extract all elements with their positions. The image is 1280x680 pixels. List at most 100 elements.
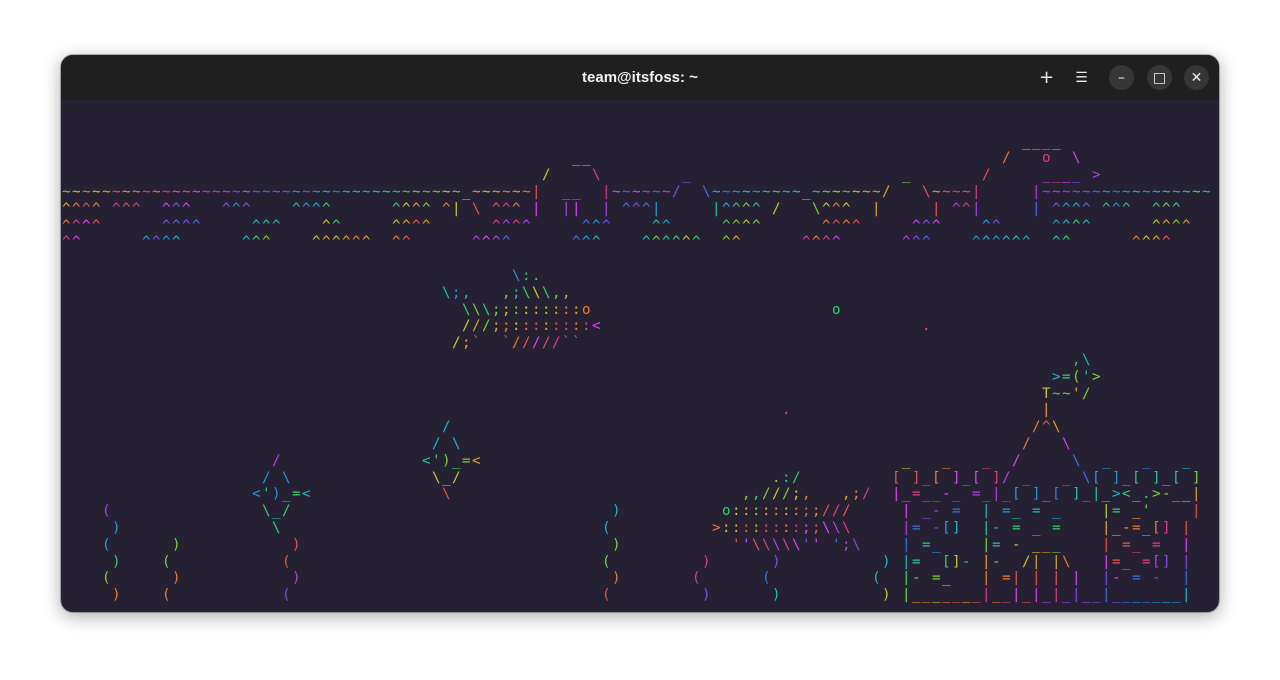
fish-big: .:/ ,,///;, ,;/ o:::::::;;///>::::::::;;… xyxy=(712,470,872,554)
art-line: /^\ xyxy=(1032,419,1062,436)
art-line: \_/ xyxy=(262,503,292,520)
art-line: \ xyxy=(272,519,282,536)
art-line: ) xyxy=(292,536,302,553)
art-line: ____ xyxy=(1022,133,1062,150)
art-line: ,,///;, ,;/ xyxy=(742,486,872,503)
art-line: ( xyxy=(102,536,112,553)
fish-green: / / \ <')_=< \_/ \ xyxy=(252,453,312,537)
art-line: \_/ xyxy=(432,469,462,486)
fish-blue: / / \ <')_=< \_/ \ xyxy=(422,419,482,503)
menu-button[interactable]: ☰ xyxy=(1069,65,1094,90)
close-button[interactable]: ✕ xyxy=(1184,65,1209,90)
castle: T~~ | /^\ / \ _ _ _ / \ _ _ _[ ]_[ ]_[ ]… xyxy=(892,386,1202,604)
art-line: .:/ xyxy=(772,469,802,486)
art-line: ( xyxy=(102,503,112,520)
art-line: | xyxy=(1042,402,1052,419)
art-line: / xyxy=(272,452,282,469)
art-line: T~~ xyxy=(1042,385,1072,402)
shark-fish: \:. \;, ,;\\\,, \\\;;:::::::o ///;;::::::… xyxy=(442,268,602,352)
art-line: / \ xyxy=(262,469,292,486)
art-line: ( xyxy=(872,570,882,587)
art-line: ) xyxy=(172,536,182,553)
seaweed: )( ) xyxy=(692,554,712,604)
art-line: |_______|__|_|_|_|__|_______| xyxy=(902,587,1192,604)
art-line: \ xyxy=(442,486,452,503)
bubble: o xyxy=(832,302,842,319)
art-line: [ ]_[ ]_[ ]/ _ _ \[ ]_[ ]_[ ] xyxy=(892,469,1202,486)
art-line: |_=__-_ =_|_[ ]_[ ]_|_><_.>-__| xyxy=(892,486,1202,503)
art-line: ( xyxy=(692,570,702,587)
art-line: ( xyxy=(162,587,172,604)
art-line: ) xyxy=(172,570,182,587)
art-line: ) xyxy=(612,536,622,553)
art-line: | =_ |= - ___ | =_ = | xyxy=(902,536,1192,553)
art-line: o xyxy=(832,301,842,318)
seaweed: )( )( xyxy=(162,537,182,604)
art-line: . xyxy=(922,318,932,335)
window-title: team@itsfoss: ~ xyxy=(582,69,698,86)
art-line: ) xyxy=(882,553,892,570)
art-line: / xyxy=(442,419,452,436)
seaweed: )( )( xyxy=(282,537,302,604)
art-line: ) xyxy=(772,587,782,604)
plus-icon: + xyxy=(1038,67,1055,88)
art-line: / \ xyxy=(432,435,462,452)
minimize-icon: – xyxy=(1118,69,1125,86)
art-line: ( xyxy=(162,553,172,570)
art-line: ) xyxy=(702,587,712,604)
art-line: / \ xyxy=(1022,435,1072,452)
art-line: <')_=< xyxy=(252,486,312,503)
art-line: o:::::::;;/// xyxy=(722,503,852,520)
art-line: ) xyxy=(612,570,622,587)
art-line: ) xyxy=(112,587,122,604)
art-line: >::::::::;;\\\ xyxy=(712,519,852,536)
art-line: | _- = | =_ = _ |= _' | xyxy=(902,503,1202,520)
art-line: ///;;::::::::< xyxy=(462,318,602,335)
art-line: \\\;;:::::::o xyxy=(462,301,592,318)
art-line: '/ xyxy=(1072,385,1092,402)
art-line: ) xyxy=(292,570,302,587)
maximize-button[interactable]: □ xyxy=(1147,65,1172,90)
art-line: ,\ xyxy=(1072,352,1092,368)
art-line: ''\\\\\'' ';\ xyxy=(732,536,862,553)
art-line: ^^ ^^^^ ^^^ ^^^^^^ ^^ ^^^^ ^^^ ^^^^^^ ^^… xyxy=(62,234,1172,251)
art-line: _ _ _ / \ _ _ _ xyxy=(902,452,1192,469)
art-line: |= -[] |- = _ = |_-=_[] | xyxy=(902,519,1192,536)
art-line: ( xyxy=(282,587,292,604)
art-line: __ / o \ xyxy=(572,150,1082,167)
art-line: ( xyxy=(762,570,772,587)
seaweed: ( )( )( ) xyxy=(102,503,122,604)
art-line: ) xyxy=(882,587,892,604)
art-line: |- =_ | =| | | | |- = - | xyxy=(902,570,1192,587)
art-line: \;, ,;\\\,, xyxy=(442,284,572,301)
art-line: ^^^^ ^^^ ^^^ ^^^ ^^^^ ^^^^ ^| \ ^^^ | ||… xyxy=(62,200,1182,217)
art-line: ) xyxy=(112,553,122,570)
hamburger-menu-icon: ☰ xyxy=(1075,69,1088,86)
maximize-icon: □ xyxy=(1152,69,1167,86)
art-line: |= []- |- /| |\ |=_ =[] | xyxy=(902,553,1192,570)
titlebar: team@itsfoss: ~ + ☰ – □ ✕ xyxy=(61,55,1219,100)
art-line: ) xyxy=(772,553,782,570)
art-line: /;` `/////`` xyxy=(452,335,582,352)
art-line: <')_=< xyxy=(422,452,482,469)
terminal-window: team@itsfoss: ~ + ☰ – □ ✕ T~~ | /^\ / \ … xyxy=(61,55,1219,612)
art-line: ( xyxy=(602,587,612,604)
new-tab-button[interactable]: + xyxy=(1034,65,1059,90)
bubble: . xyxy=(782,402,792,419)
art-line: \:. xyxy=(512,268,542,284)
art-line: ) xyxy=(112,519,122,536)
art-line: >=('> xyxy=(1052,368,1102,385)
art-line: ~~~~~~~~~~~~~~~~~~~~~~~~~~~~~~~~~~~~~~~~… xyxy=(62,183,1212,200)
art-line: ^^^^ ^^^^ ^^^ ^^ ^^^^ ^^^^ ^^^ ^^ ^^^^ ^… xyxy=(62,217,1192,234)
minimize-button[interactable]: – xyxy=(1109,65,1134,90)
art-line: ( xyxy=(602,553,612,570)
terminal-output[interactable]: T~~ | /^\ / \ _ _ _ / \ _ _ _[ ]_[ ]_[ ]… xyxy=(62,100,1218,612)
close-icon: ✕ xyxy=(1190,69,1203,86)
castle-fish: ,\ >=('> '/ xyxy=(1052,352,1102,402)
seaweed: )( ) xyxy=(762,554,782,604)
art-line: ( xyxy=(282,553,292,570)
art-line: ) xyxy=(702,553,712,570)
water-surface-and-ship: ____ __ / o \ / \ _ _ / xyxy=(62,134,1212,252)
bubble: . xyxy=(922,318,932,335)
seaweed: )( ) xyxy=(872,554,892,604)
